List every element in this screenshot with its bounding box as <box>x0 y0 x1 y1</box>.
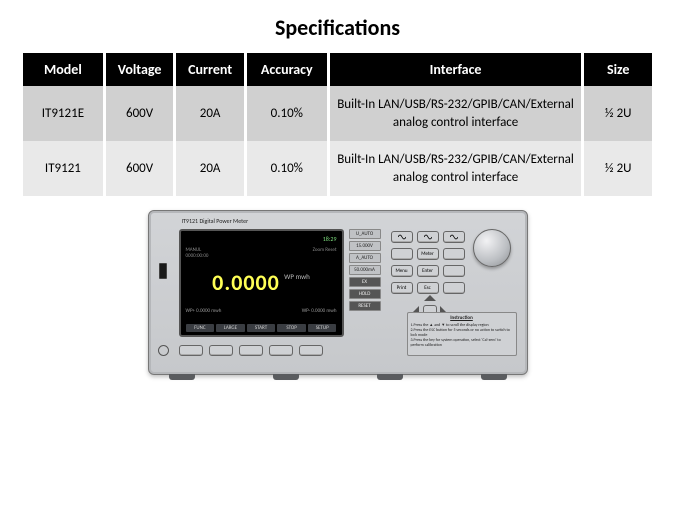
side-readout: EX <box>349 277 381 287</box>
side-readout: A_AUTO <box>349 253 381 263</box>
instruction-line: 2.Press the ESC button for 5 seconds or … <box>411 328 513 338</box>
usb-port <box>159 263 167 279</box>
device-icon-button <box>417 231 439 243</box>
table-header-cell: Interface <box>330 53 582 86</box>
device-brand-label: IT9121 Digital Power Meter <box>182 217 249 225</box>
screen-softkey: LARGE <box>216 324 245 332</box>
side-readout: HOLD <box>349 289 381 299</box>
device-soft-button <box>239 345 263 356</box>
instruction-line: 3.Press the key for system operation, se… <box>411 338 513 348</box>
device-illustration: IT9121 Digital Power Meter 18:29 MANUL Z… <box>148 210 528 375</box>
side-readout: 50.000mA <box>349 265 381 275</box>
table-header-cell: Voltage <box>106 53 174 86</box>
instruction-panel: Instruction 1.Press the ▲ and ▼ to scrol… <box>407 312 517 356</box>
table-row: IT9121600V20A0.10%Built-In LAN/USB/RS-23… <box>23 141 652 196</box>
table-header-cell: Size <box>584 53 652 86</box>
side-readout: U_AUTO <box>349 229 381 239</box>
screen-wp-minus: WP- 0.0000 mwh <box>302 308 337 314</box>
screen-softkey: FUNC <box>186 324 215 332</box>
screen-softkey: START <box>247 324 276 332</box>
device-icon-button <box>443 231 465 243</box>
table-cell: 20A <box>176 141 244 196</box>
screen-timer: 0000:00:00 <box>186 253 337 259</box>
table-header-cell: Accuracy <box>247 53 327 86</box>
screen-zoom-reset: Zoom Reset <box>313 247 337 253</box>
table-cell: IT9121E <box>23 86 103 141</box>
device-soft-button <box>269 345 293 356</box>
table-header-cell: Current <box>176 53 244 86</box>
table-cell: IT9121 <box>23 141 103 196</box>
table-header-row: ModelVoltageCurrentAccuracyInterfaceSize <box>23 53 652 86</box>
device-soft-button <box>179 345 203 356</box>
device-button <box>443 265 465 277</box>
screen-clock: 18:29 <box>323 235 337 243</box>
device-button: Meter <box>417 248 439 260</box>
side-readout: RESET <box>349 301 381 311</box>
table-cell: ½ 2U <box>584 86 652 141</box>
side-readout: 15.000V <box>349 241 381 251</box>
table-header-cell: Model <box>23 53 103 86</box>
screen-wp-plus: WP+ 0.0000 mwh <box>186 308 222 314</box>
spec-table: ModelVoltageCurrentAccuracyInterfaceSize… <box>20 53 655 196</box>
table-cell: 20A <box>176 86 244 141</box>
table-cell: 600V <box>106 141 174 196</box>
screen-softkey: SETUP <box>308 324 337 332</box>
screen-main-value: 0.0000 <box>212 269 280 296</box>
power-button <box>158 345 169 356</box>
device-soft-button <box>209 345 233 356</box>
table-cell: ½ 2U <box>584 141 652 196</box>
device-button <box>443 248 465 260</box>
rotary-knob <box>473 229 511 267</box>
arrow-up-icon <box>424 289 436 301</box>
table-cell: Built-In LAN/USB/RS-232/GPIB/CAN/Externa… <box>330 141 582 196</box>
table-cell: Built-In LAN/USB/RS-232/GPIB/CAN/Externa… <box>330 86 582 141</box>
table-cell: 0.10% <box>247 86 327 141</box>
device-soft-button <box>299 345 323 356</box>
table-cell: 0.10% <box>247 141 327 196</box>
screen-main-unit: WP mwh <box>284 272 310 281</box>
device-button: Enter <box>417 265 439 277</box>
page-title: Specifications <box>20 14 655 41</box>
device-button: Menu <box>391 265 413 277</box>
table-row: IT9121E600V20A0.10%Built-In LAN/USB/RS-2… <box>23 86 652 141</box>
table-cell: 600V <box>106 86 174 141</box>
device-button <box>391 248 413 260</box>
device-screen: 18:29 MANUL Zoom Reset 0000:00:00 0.0000… <box>179 229 344 337</box>
instruction-title: Instruction <box>411 315 513 322</box>
screen-softkey: STOP <box>277 324 306 332</box>
device-icon-button <box>391 231 413 243</box>
